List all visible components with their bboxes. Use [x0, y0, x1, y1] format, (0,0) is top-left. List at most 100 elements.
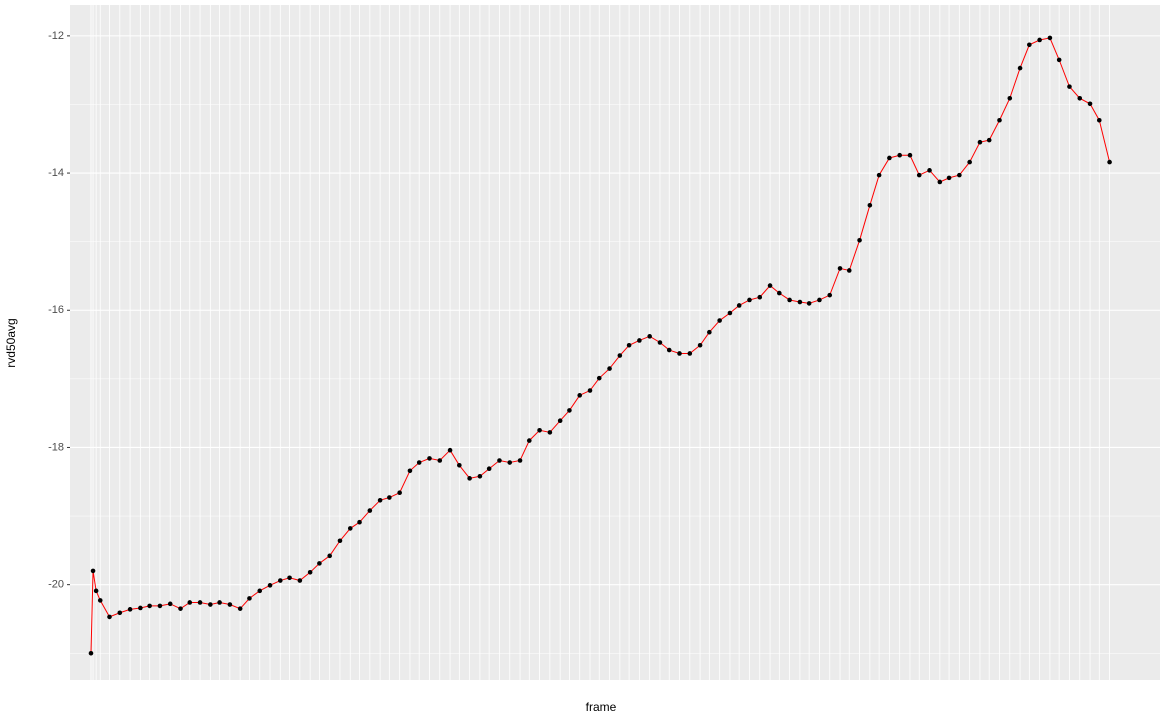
data-point [397, 490, 402, 496]
data-point [837, 266, 843, 271]
y-axis-title: rvd50avg [4, 318, 18, 367]
data-point [787, 297, 792, 303]
data-point [846, 268, 852, 273]
data-point [387, 495, 392, 500]
data-point [517, 458, 523, 463]
data-point [1017, 65, 1023, 71]
data-point [797, 299, 803, 305]
data-point [867, 203, 873, 208]
x-axis-title: frame [586, 700, 617, 714]
data-point [1067, 84, 1072, 89]
data-point [607, 366, 612, 371]
y-tick-label: -18 [48, 441, 64, 453]
data-point [416, 460, 422, 465]
data-point [897, 152, 902, 158]
data-point [637, 338, 642, 343]
data-point [927, 168, 932, 173]
data-point [93, 588, 99, 594]
data-point [287, 575, 292, 581]
data-point [1037, 37, 1042, 43]
data-point [647, 334, 652, 339]
y-tick-label: -14 [48, 167, 64, 179]
data-point [857, 237, 862, 243]
data-point [1077, 95, 1083, 101]
data-point [916, 172, 922, 178]
data-point [707, 329, 712, 335]
data-point [167, 601, 173, 607]
data-point [187, 600, 193, 605]
data-point [697, 342, 703, 348]
data-point [677, 351, 682, 356]
data-point [377, 497, 383, 503]
data-point [1087, 101, 1093, 107]
data-point [307, 570, 313, 575]
data-point [477, 473, 483, 479]
data-point [1027, 42, 1032, 48]
data-point [1047, 35, 1053, 41]
data-point [317, 561, 322, 566]
data-point [876, 172, 882, 178]
data-point [347, 526, 353, 531]
data-point [806, 301, 812, 306]
data-point [278, 578, 283, 583]
data-point [907, 152, 913, 158]
data-point [547, 430, 553, 435]
data-point [1007, 95, 1013, 101]
data-point [967, 159, 972, 165]
y-tick-label: -12 [48, 30, 64, 42]
data-point [817, 297, 822, 303]
data-point [887, 155, 892, 161]
data-point [537, 428, 542, 433]
data-point [257, 588, 263, 594]
data-point [297, 578, 303, 583]
data-point [486, 466, 492, 472]
y-tick-label: -16 [48, 304, 64, 316]
data-point [357, 519, 362, 525]
data-point [337, 538, 343, 544]
data-point [217, 600, 222, 605]
data-point [447, 447, 453, 453]
data-point [526, 438, 532, 443]
data-point [507, 460, 513, 465]
data-point [208, 602, 213, 607]
data-point [147, 603, 152, 609]
data-point [957, 172, 962, 178]
data-point [997, 117, 1002, 123]
data-point [1096, 117, 1102, 123]
data-point [977, 139, 983, 145]
data-point [587, 388, 593, 393]
data-point [247, 596, 252, 601]
data-point [617, 353, 623, 358]
data-point [777, 290, 782, 296]
data-point [117, 610, 123, 616]
data-point [1107, 159, 1112, 165]
data-point [687, 351, 693, 356]
data-point [127, 607, 133, 612]
data-point [88, 650, 94, 656]
data-point [267, 583, 273, 588]
data-point [596, 375, 602, 381]
data-point [157, 603, 163, 609]
data-point [327, 553, 332, 559]
data-point [367, 508, 373, 513]
data-point [717, 318, 722, 323]
data-point [767, 283, 773, 288]
data-point [946, 175, 952, 181]
data-point [937, 179, 943, 185]
data-point [557, 418, 563, 424]
data-point [227, 602, 233, 607]
data-point [427, 456, 432, 461]
data-point [567, 408, 572, 413]
data-point [457, 462, 462, 468]
data-point [467, 476, 472, 481]
data-point [657, 340, 663, 345]
data-point [178, 606, 183, 611]
data-point [497, 458, 502, 463]
data-point [97, 598, 103, 603]
data-point [90, 568, 96, 574]
data-point [747, 297, 752, 303]
data-point [757, 294, 763, 300]
data-point [437, 458, 443, 463]
data-point [736, 303, 742, 308]
